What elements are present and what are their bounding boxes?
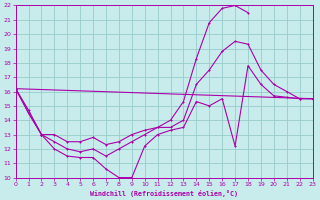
X-axis label: Windchill (Refroidissement éolien,°C): Windchill (Refroidissement éolien,°C): [90, 190, 238, 197]
